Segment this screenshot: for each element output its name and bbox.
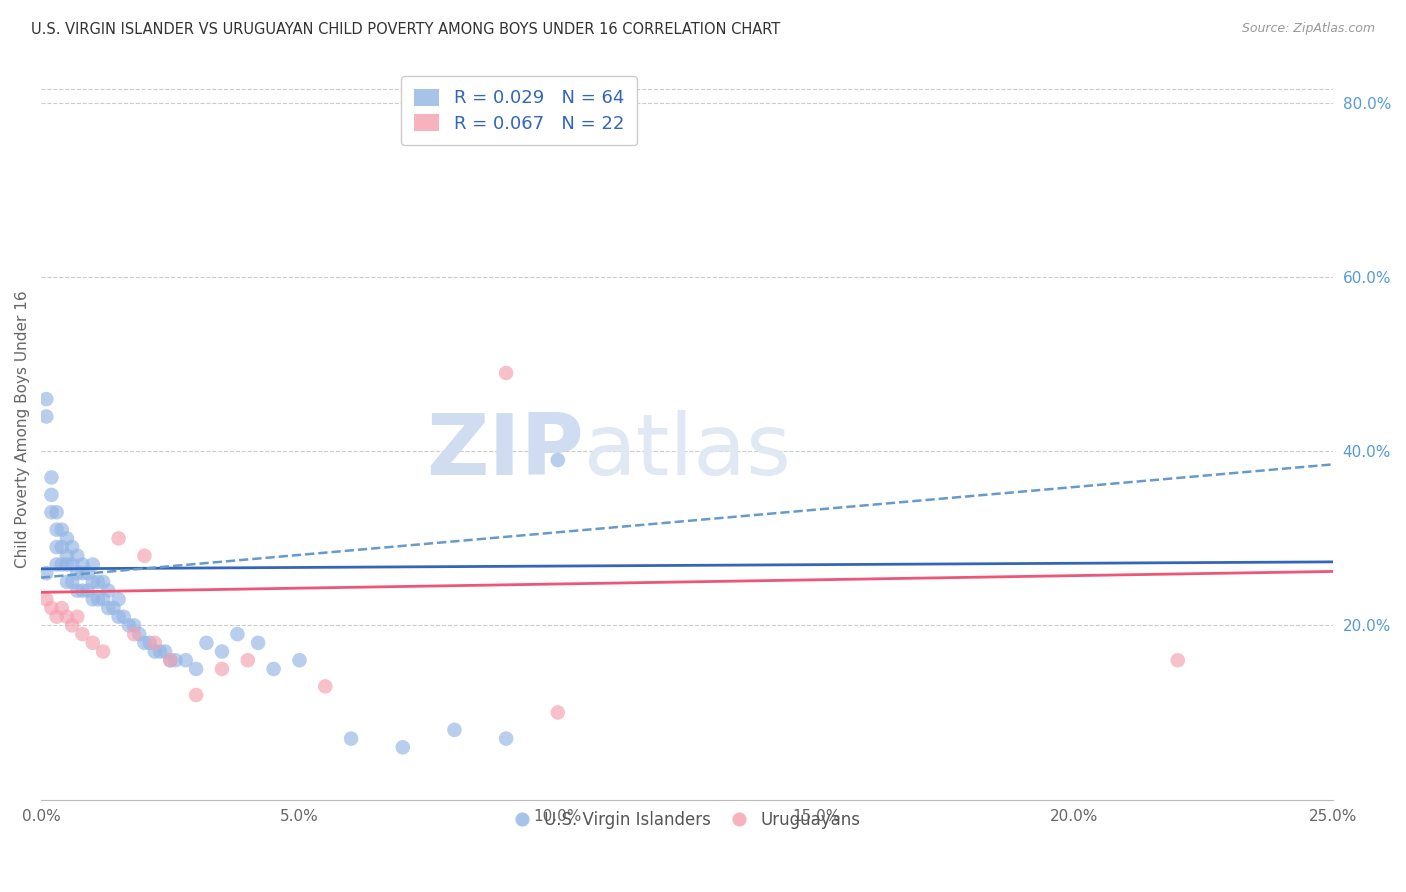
Point: [51, 540, 73, 554]
Point: [45, 505, 67, 519]
Point: [56, 549, 79, 563]
Point: [72, 583, 94, 598]
Point: [107, 609, 129, 624]
Point: [82, 574, 104, 589]
Point: [314, 679, 336, 693]
Point: [45, 609, 67, 624]
Point: [60, 618, 83, 632]
Point: [143, 636, 166, 650]
Point: [547, 706, 569, 720]
Point: [107, 592, 129, 607]
Point: [134, 549, 156, 563]
Point: [443, 723, 465, 737]
Text: U.S. VIRGIN ISLANDER VS URUGUAYAN CHILD POVERTY AMONG BOYS UNDER 16 CORRELATION : U.S. VIRGIN ISLANDER VS URUGUAYAN CHILD …: [31, 22, 780, 37]
Point: [128, 627, 150, 641]
Point: [195, 636, 218, 650]
Point: [56, 574, 79, 589]
Point: [159, 653, 181, 667]
Point: [76, 583, 98, 598]
Point: [35, 409, 58, 424]
Point: [91, 574, 114, 589]
Point: [122, 618, 145, 632]
Point: [60, 540, 83, 554]
Point: [91, 592, 114, 607]
Y-axis label: Child Poverty Among Boys Under 16: Child Poverty Among Boys Under 16: [15, 291, 30, 568]
Point: [112, 609, 135, 624]
Point: [41, 601, 63, 615]
Point: [118, 618, 141, 632]
Point: [97, 583, 120, 598]
Point: [66, 609, 89, 624]
Point: [45, 558, 67, 572]
Point: [56, 532, 79, 546]
Point: [1167, 653, 1189, 667]
Point: [41, 505, 63, 519]
Point: [184, 688, 207, 702]
Point: [45, 523, 67, 537]
Point: [138, 636, 160, 650]
Point: [35, 392, 58, 406]
Point: [143, 644, 166, 658]
Point: [60, 558, 83, 572]
Point: [149, 644, 172, 658]
Point: [236, 653, 259, 667]
Point: [103, 601, 125, 615]
Point: [174, 653, 197, 667]
Point: [66, 566, 89, 581]
Point: [263, 662, 285, 676]
Point: [82, 558, 104, 572]
Point: [72, 627, 94, 641]
Point: [82, 636, 104, 650]
Point: [134, 636, 156, 650]
Point: [247, 636, 270, 650]
Point: [82, 592, 104, 607]
Point: [211, 662, 233, 676]
Point: [35, 566, 58, 581]
Point: [495, 366, 517, 380]
Point: [153, 644, 176, 658]
Point: [184, 662, 207, 676]
Point: [41, 488, 63, 502]
Point: [87, 574, 110, 589]
Text: atlas: atlas: [583, 410, 792, 493]
Point: [211, 644, 233, 658]
Point: [340, 731, 363, 746]
Point: [122, 627, 145, 641]
Point: [91, 644, 114, 658]
Point: [159, 653, 181, 667]
Text: Source: ZipAtlas.com: Source: ZipAtlas.com: [1241, 22, 1375, 36]
Point: [547, 453, 569, 467]
Point: [72, 558, 94, 572]
Point: [35, 592, 58, 607]
Point: [107, 532, 129, 546]
Point: [87, 592, 110, 607]
Point: [51, 558, 73, 572]
Point: [56, 609, 79, 624]
Point: [66, 583, 89, 598]
Point: [66, 549, 89, 563]
Point: [41, 470, 63, 484]
Point: [495, 731, 517, 746]
Point: [391, 740, 413, 755]
Point: [72, 566, 94, 581]
Point: [51, 523, 73, 537]
Point: [76, 566, 98, 581]
Point: [60, 574, 83, 589]
Legend: U.S. Virgin Islanders, Uruguayans: U.S. Virgin Islanders, Uruguayans: [506, 805, 868, 836]
Point: [165, 653, 187, 667]
Point: [45, 540, 67, 554]
Point: [51, 601, 73, 615]
Point: [288, 653, 311, 667]
Point: [226, 627, 249, 641]
Point: [97, 601, 120, 615]
Text: ZIP: ZIP: [426, 410, 583, 493]
Point: [56, 558, 79, 572]
